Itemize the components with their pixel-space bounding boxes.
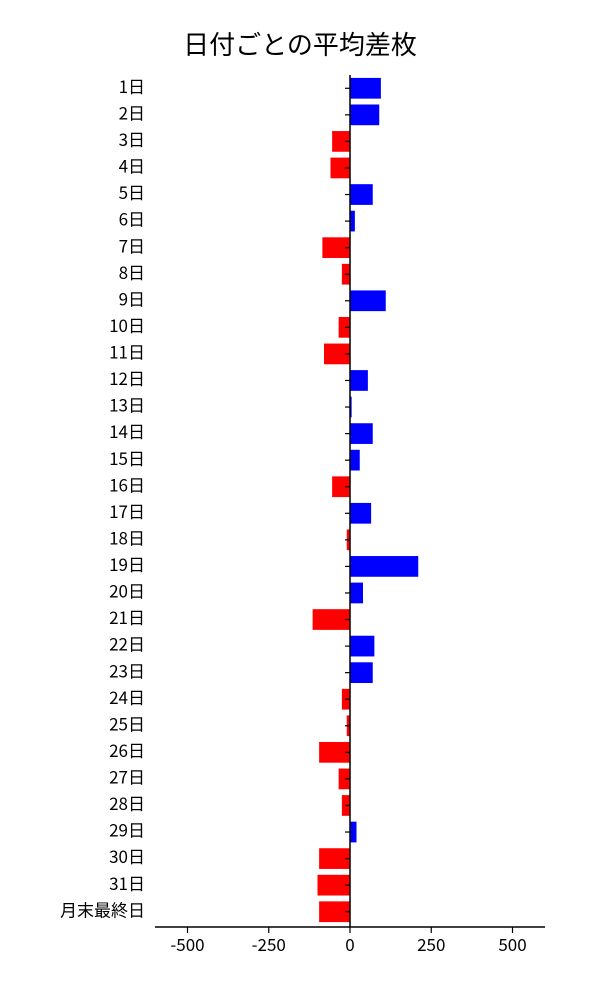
y-label: 6日 xyxy=(119,206,145,231)
y-label: 25日 xyxy=(109,710,145,735)
bar xyxy=(350,822,357,843)
y-label: 17日 xyxy=(109,498,145,523)
y-label: 8日 xyxy=(119,259,145,284)
bar-chart: 1日2日3日4日5日6日7日8日9日10日11日12日13日14日15日16日1… xyxy=(0,70,600,990)
y-label: 7日 xyxy=(119,232,145,257)
x-tick-label: 250 xyxy=(417,931,445,956)
y-label: 14日 xyxy=(109,418,145,443)
x-tick-label: 500 xyxy=(498,931,526,956)
y-label: 13日 xyxy=(109,392,145,417)
y-label: 23日 xyxy=(109,657,145,682)
bar xyxy=(350,370,368,391)
y-label: 9日 xyxy=(119,285,145,310)
y-label: 18日 xyxy=(109,524,145,549)
bar xyxy=(313,609,350,630)
y-label: 20日 xyxy=(109,578,145,603)
y-label: 19日 xyxy=(109,551,145,576)
bar xyxy=(350,78,381,99)
x-tick-label: 0 xyxy=(345,931,354,956)
bar xyxy=(350,104,379,125)
y-label: 2日 xyxy=(119,99,145,124)
y-label: 3日 xyxy=(119,126,145,151)
y-label: 16日 xyxy=(109,471,145,496)
y-label: 12日 xyxy=(109,365,145,390)
bar xyxy=(350,556,418,577)
bar xyxy=(350,450,360,471)
y-label: 11日 xyxy=(109,339,145,364)
bar xyxy=(350,583,363,604)
bar xyxy=(350,423,373,444)
y-label: 21日 xyxy=(109,604,145,629)
y-label: 31日 xyxy=(109,870,145,895)
y-label: 28日 xyxy=(109,790,145,815)
y-label: 10日 xyxy=(109,312,145,337)
y-label: 4日 xyxy=(119,153,145,178)
x-tick-label: -500 xyxy=(170,931,204,956)
chart-title: 日付ごとの平均差枚 xyxy=(0,25,600,62)
y-label: 30日 xyxy=(109,843,145,868)
y-label: 29日 xyxy=(109,817,145,842)
y-label: 22日 xyxy=(109,631,145,656)
bar xyxy=(350,636,374,657)
y-label: 1日 xyxy=(119,73,145,98)
bar xyxy=(350,184,373,205)
bar xyxy=(350,503,371,524)
y-label: 15日 xyxy=(109,445,145,470)
bar xyxy=(350,662,373,683)
y-label: 月末最終日 xyxy=(60,896,145,921)
y-label: 27日 xyxy=(109,764,145,789)
x-tick-label: -250 xyxy=(252,931,286,956)
y-label: 24日 xyxy=(109,684,145,709)
y-label: 26日 xyxy=(109,737,145,762)
y-label: 5日 xyxy=(119,179,145,204)
bar xyxy=(350,290,386,311)
